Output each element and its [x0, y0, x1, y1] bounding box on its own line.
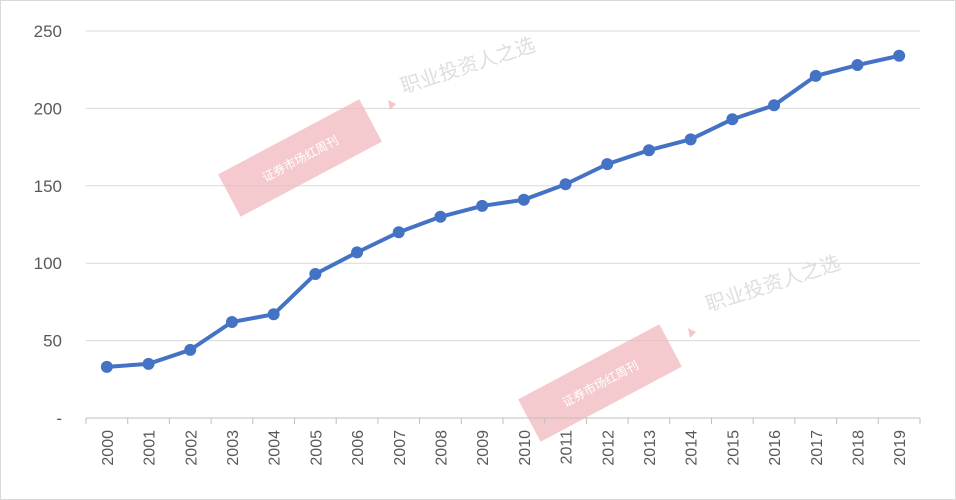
data-point: [768, 99, 781, 112]
axes: [85, 417, 921, 424]
x-tick-label: 2000: [100, 430, 117, 466]
y-tick-label: 150: [34, 177, 62, 196]
data-point: [809, 69, 822, 82]
data-point: [684, 133, 697, 146]
x-tick-label: 2001: [142, 430, 159, 466]
watermark-text-1: 职业投资人之选: [398, 32, 539, 98]
tick-labels: - 50 100 150 200 250 2000 2001 2002 2003 2004 2005 2…: [34, 22, 910, 466]
data-point: [726, 113, 739, 126]
watermark-stamp-1: [218, 99, 382, 217]
series: [100, 49, 906, 373]
data-point: [267, 308, 280, 321]
data-point: [434, 210, 447, 223]
data-point: [642, 144, 655, 157]
x-tick-label: 2018: [850, 430, 867, 466]
x-tick-label: 2014: [684, 430, 701, 466]
data-point: [184, 343, 197, 356]
watermark-stamp-2: [518, 324, 682, 442]
x-tick-label: 2016: [767, 430, 784, 466]
x-tick-label: 2013: [642, 430, 659, 466]
data-point: [476, 199, 489, 212]
data-point: [601, 158, 614, 171]
x-tick-label: 2006: [350, 430, 367, 466]
series-line: [104, 53, 902, 369]
x-tick-label: 2012: [600, 430, 617, 466]
x-tick-label: 2003: [225, 430, 242, 466]
x-tick-label: 2005: [308, 430, 325, 466]
data-point: [517, 193, 530, 206]
data-point: [893, 49, 906, 62]
y-tick-label: 200: [34, 99, 62, 118]
watermark: 证券市场红周刊 职业投资人之选 证券市场红周刊 职业投资人之选: [218, 32, 844, 442]
x-tick-label: 2019: [892, 430, 909, 466]
x-tick-label: 2004: [267, 430, 284, 466]
data-point: [351, 246, 364, 259]
data-point: [559, 178, 572, 191]
gridlines: [86, 30, 920, 342]
data-point: [225, 316, 238, 329]
x-tick-label: 2010: [517, 430, 534, 466]
x-tick-label: 2017: [809, 430, 826, 466]
x-tick-label: 2008: [433, 430, 450, 466]
y-tick-label: 50: [43, 332, 62, 351]
x-tick-label: 2009: [475, 430, 492, 466]
x-tick-label: 2015: [725, 430, 742, 466]
x-tick-label: 2002: [183, 430, 200, 466]
data-point: [392, 226, 405, 239]
data-point: [100, 360, 113, 373]
watermark-text-2: 职业投资人之选: [703, 250, 844, 316]
y-tick-label: -: [56, 409, 62, 428]
x-tick-label: 2007: [392, 430, 409, 466]
y-tick-label: 100: [34, 254, 62, 273]
y-tick-label: 250: [34, 22, 62, 41]
data-point: [851, 59, 864, 72]
data-point: [309, 268, 322, 281]
data-point: [142, 357, 155, 370]
x-tick-label: 2011: [559, 430, 576, 465]
watermark-arrow-2: [688, 328, 696, 338]
watermark-arrow-1: [388, 100, 396, 110]
